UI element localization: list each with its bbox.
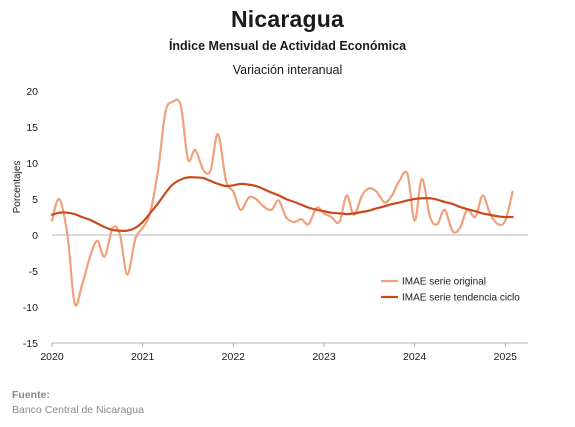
legend-label: IMAE serie tendencia ciclo xyxy=(402,293,520,304)
y-tick-label: -15 xyxy=(23,338,38,350)
chart-subtitle-secondary: Variación interanual xyxy=(232,63,343,77)
x-tick-label: 2025 xyxy=(494,351,518,363)
x-tick-label: 2024 xyxy=(403,351,427,363)
chart-title: Nicaragua xyxy=(230,6,344,32)
y-tick-label: 15 xyxy=(26,122,38,134)
x-tick-label: 2020 xyxy=(40,351,64,363)
y-axis-label: Porcentajes xyxy=(12,161,23,214)
series-line-original xyxy=(50,98,514,307)
x-tick-label: 2021 xyxy=(131,351,155,363)
y-tick-label: 10 xyxy=(26,158,38,170)
y-tick-label: 5 xyxy=(32,194,38,206)
series-layer xyxy=(50,98,514,307)
legend: IMAE serie original IMAE serie tendencia … xyxy=(381,277,520,304)
y-tick-label: 20 xyxy=(26,86,38,98)
series-line-trend xyxy=(50,176,514,233)
source-text: Banco Central de Nicaragua xyxy=(12,404,144,416)
y-tick-label: 0 xyxy=(32,230,38,242)
y-tick-label: -10 xyxy=(23,302,38,314)
source-label: Fuente: xyxy=(12,389,50,401)
y-tick-label: -5 xyxy=(29,266,38,278)
x-tick-label: 2023 xyxy=(312,351,336,363)
x-tick-label: 2022 xyxy=(222,351,246,363)
chart-subtitle: Índice Mensual de Actividad Económica xyxy=(168,39,407,53)
legend-label: IMAE serie original xyxy=(402,277,486,288)
